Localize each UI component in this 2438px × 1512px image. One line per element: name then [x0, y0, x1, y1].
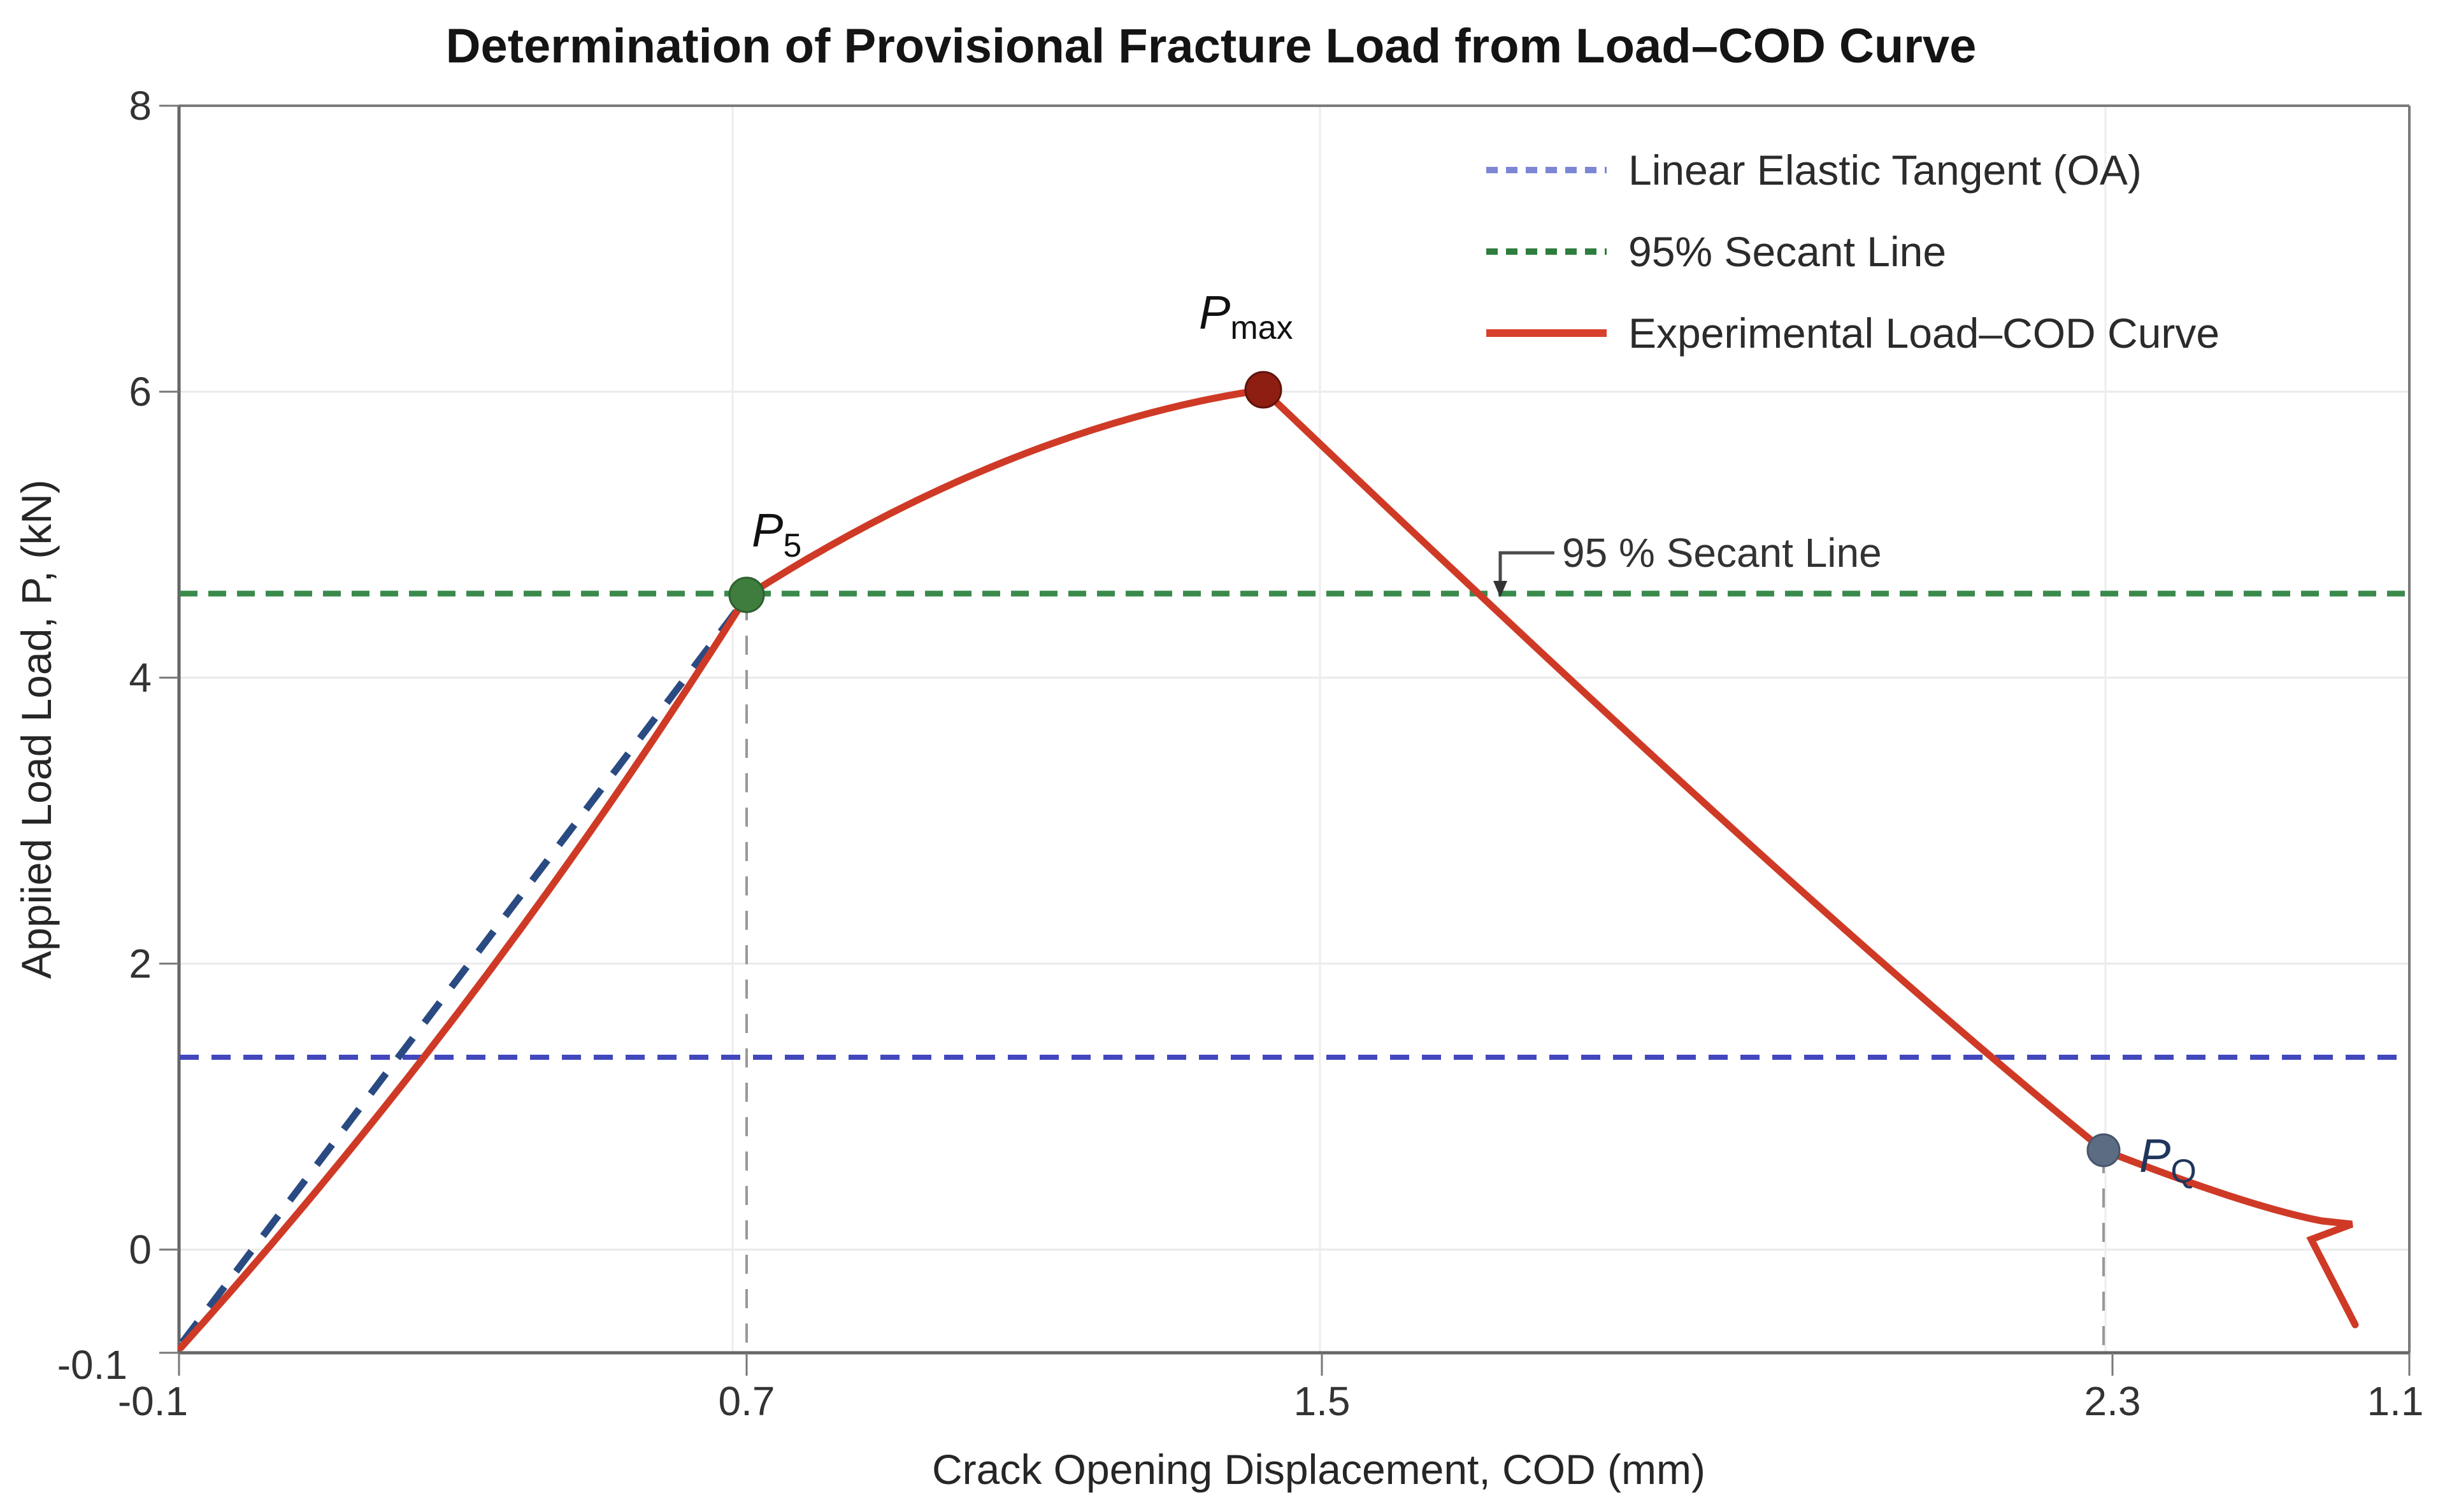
pq-label-sub: Q [2170, 1153, 2196, 1190]
x-tick-23: 2.3 [2084, 1378, 2141, 1424]
legend-tangent-label: Linear Elastic Tangent (OA) [1628, 146, 2142, 194]
y-tick-labels: 8 6 4 2 0 -0.1 [57, 83, 152, 1388]
x-tick-labels: -0.1 0.7 1.5 2.3 1.1 [118, 1378, 2424, 1424]
legend-secant-label: 95% Secant Line [1628, 228, 1946, 275]
legend-item-secant: 95% Secant Line [1486, 228, 1946, 275]
x-axis-title: Crack Opening Displacement, COD (mm) [932, 1446, 1705, 1493]
legend: Linear Elastic Tangent (OA) 95% Secant L… [1486, 146, 2219, 357]
pmax-label: Pmax [1199, 286, 1293, 346]
p5-marker [728, 576, 765, 613]
horizontal-gridlines [179, 390, 2409, 1251]
p5-label-main: P [752, 504, 783, 557]
plot-area [179, 106, 2409, 1353]
y-tick-6: 6 [129, 369, 152, 415]
secant-callout-arrowhead-icon [1493, 581, 1507, 597]
pq-marker [2086, 1133, 2121, 1167]
y-tick-8: 8 [129, 83, 152, 129]
legend-curve-label: Experimental Load–COD Curve [1628, 310, 2219, 357]
y-tick-0: 0 [129, 1227, 152, 1273]
y-tick-2: 2 [129, 941, 152, 987]
tangent-line [179, 595, 750, 1345]
x-tick-neg01: -0.1 [118, 1378, 188, 1424]
x-tick-07: 0.7 [719, 1378, 775, 1424]
y-tick-marks [159, 104, 179, 1354]
x-tick-15: 1.5 [1294, 1378, 1351, 1424]
p5-label-sub: 5 [783, 527, 801, 564]
pmax-marker [1244, 371, 1282, 409]
legend-item-curve: Experimental Load–COD Curve [1486, 310, 2219, 357]
secant-callout: 95 % Secant Line [1493, 530, 1882, 597]
y-tick-neg01: -0.1 [57, 1342, 127, 1388]
p5-label: P5 [752, 504, 801, 564]
legend-item-tangent: Linear Elastic Tangent (OA) [1486, 146, 2142, 194]
secant-callout-text: 95 % Secant Line [1562, 530, 1882, 576]
x-tick-11: 1.1 [2367, 1378, 2424, 1424]
x-tick-marks [178, 1353, 2411, 1376]
chart-title: Determination of Provisional Fracture Lo… [446, 19, 1977, 73]
pmax-label-main: P [1199, 286, 1230, 339]
secant-callout-connector [1498, 551, 1554, 583]
pq-label: PQ [2139, 1129, 2197, 1190]
plot-spines [177, 104, 2411, 1355]
y-tick-4: 4 [129, 655, 152, 701]
pmax-label-sub: max [1230, 310, 1293, 346]
y-axis-title: Appiied Load Load, P, (kN) [13, 480, 60, 979]
pq-label-main: P [2139, 1129, 2170, 1182]
